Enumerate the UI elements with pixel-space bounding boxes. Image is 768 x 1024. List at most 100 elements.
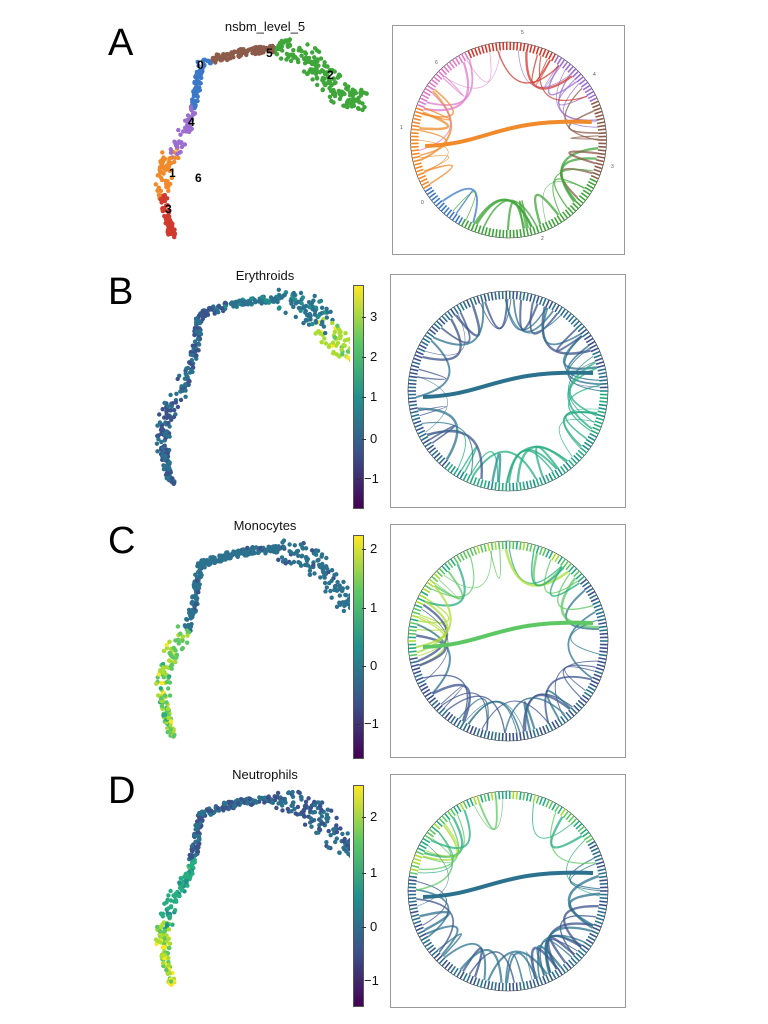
hierarchy-edge — [470, 451, 499, 483]
leaf-tick — [596, 413, 605, 418]
cell-point — [223, 55, 228, 61]
leaf-tick — [557, 967, 563, 976]
cell-point — [280, 808, 285, 813]
leaf-tick — [456, 719, 462, 728]
leaf-tick — [494, 482, 497, 491]
cell-point — [162, 936, 167, 941]
cell-point — [156, 693, 161, 698]
cell-point — [362, 105, 367, 110]
panel-b-colorbar-tick: 0 — [361, 431, 378, 446]
cell-point — [334, 836, 339, 841]
leaf-tick — [433, 197, 441, 204]
leaf-tick — [529, 293, 533, 302]
leaf-tick — [583, 941, 592, 948]
cell-point — [326, 845, 331, 850]
leaf-tick — [522, 292, 526, 301]
cell-point — [171, 414, 177, 420]
cell-point — [215, 306, 220, 312]
hierarchy-edge — [560, 157, 597, 202]
hierarchy-edge — [541, 306, 591, 355]
hierarchy-edge — [478, 799, 498, 831]
leaf-tick — [575, 702, 583, 709]
panel-letter-b: B — [108, 271, 134, 313]
cell-point — [329, 578, 334, 583]
leaf-tick — [538, 977, 544, 986]
cell-point — [320, 561, 325, 567]
cell-point — [161, 665, 166, 670]
cell-point — [315, 558, 320, 563]
cell-point — [304, 312, 310, 318]
leaf-tick — [598, 907, 607, 911]
leaf-tick — [569, 68, 577, 76]
leaf-tick — [469, 475, 474, 484]
cell-point — [345, 843, 350, 848]
leaf-tick — [438, 817, 446, 825]
cell-point — [180, 645, 185, 651]
cell-point — [162, 400, 167, 406]
leaf-tick — [436, 954, 443, 962]
leaf-tick — [428, 328, 437, 335]
hierarchy-edge — [562, 664, 597, 698]
leaf-tick — [597, 868, 606, 872]
cell-point — [157, 420, 163, 425]
cell-point — [169, 230, 175, 236]
cell-point — [331, 76, 336, 81]
cell-point — [167, 693, 173, 698]
cell-point — [174, 652, 180, 658]
leaf-tick — [410, 410, 419, 414]
leaf-tick — [581, 694, 590, 701]
leaf-tick — [498, 732, 501, 741]
leaf-tick — [596, 663, 605, 668]
leaf-tick — [410, 132, 419, 135]
cell-point — [224, 556, 230, 561]
leaf-tick — [556, 57, 563, 65]
hierarchy-edge — [418, 820, 460, 871]
cell-point — [309, 548, 315, 553]
leaf-tick — [416, 171, 425, 177]
cell-point — [198, 81, 203, 86]
cell-point — [248, 299, 253, 304]
hierarchy-edge — [570, 135, 599, 140]
cell-point — [193, 827, 198, 832]
cell-point — [292, 806, 297, 812]
leaf-tick — [575, 823, 583, 830]
leaf-tick — [457, 55, 464, 64]
cell-point — [346, 851, 350, 857]
cell-point — [308, 317, 313, 322]
leaf-tick — [426, 444, 435, 451]
hierarchy-edge — [569, 863, 601, 892]
cell-point — [187, 610, 192, 616]
leaf-tick — [444, 961, 451, 970]
cell-point — [283, 310, 288, 315]
leaf-tick — [596, 614, 605, 619]
leaf-tick — [422, 438, 431, 445]
hierarchy-edge — [468, 951, 516, 983]
leaf-tick — [447, 310, 454, 319]
leaf-tick — [413, 420, 422, 425]
leaf-tick — [457, 216, 464, 225]
leaf-tick — [415, 168, 424, 173]
cell-point — [299, 553, 305, 558]
leaf-tick — [414, 354, 423, 359]
cell-point — [312, 59, 317, 64]
cell-point — [345, 585, 350, 590]
hierarchy-edge — [455, 190, 473, 214]
cell-point — [166, 955, 171, 961]
leaf-tick — [553, 55, 560, 64]
cell-point — [176, 127, 181, 133]
leaf-tick — [579, 578, 588, 585]
leaf-tick — [587, 93, 596, 100]
hierarchy-edge — [472, 450, 537, 480]
leaf-tick — [519, 732, 522, 741]
hierarchy-edge — [565, 411, 598, 440]
leaf-tick — [426, 84, 435, 91]
leaf-tick — [577, 449, 585, 457]
hierarchy-edge — [415, 600, 449, 649]
leaf-tick — [494, 541, 497, 550]
panel-b-colorbar-tick: −1 — [356, 471, 379, 486]
leaf-tick — [431, 325, 439, 333]
cell-point — [337, 850, 342, 855]
leaf-tick — [584, 87, 593, 94]
hierarchy-edge — [532, 802, 572, 839]
cell-point — [250, 545, 255, 550]
